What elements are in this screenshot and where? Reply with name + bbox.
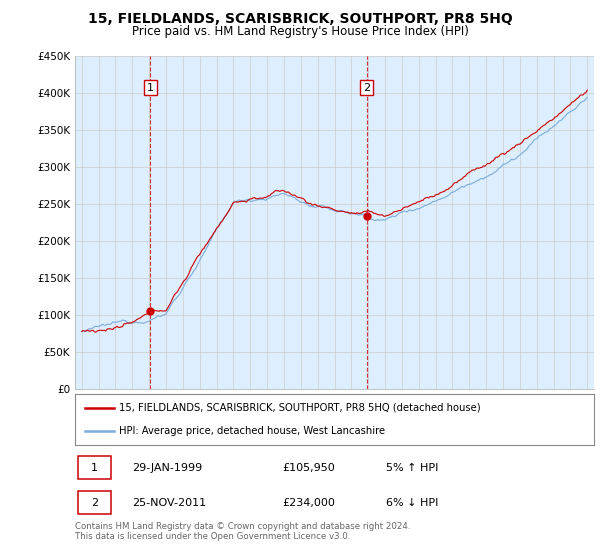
Text: HPI: Average price, detached house, West Lancashire: HPI: Average price, detached house, West… — [119, 426, 385, 436]
Text: Price paid vs. HM Land Registry's House Price Index (HPI): Price paid vs. HM Land Registry's House … — [131, 25, 469, 38]
FancyBboxPatch shape — [77, 491, 112, 514]
Text: 1: 1 — [91, 463, 98, 473]
Text: 1: 1 — [147, 83, 154, 92]
Text: 25-NOV-2011: 25-NOV-2011 — [132, 498, 206, 507]
Text: 6% ↓ HPI: 6% ↓ HPI — [386, 498, 439, 507]
Text: Contains HM Land Registry data © Crown copyright and database right 2024.
This d: Contains HM Land Registry data © Crown c… — [75, 522, 410, 542]
Text: 15, FIELDLANDS, SCARISBRICK, SOUTHPORT, PR8 5HQ: 15, FIELDLANDS, SCARISBRICK, SOUTHPORT, … — [88, 12, 512, 26]
Text: 2: 2 — [91, 498, 98, 507]
FancyBboxPatch shape — [77, 456, 112, 479]
Text: 15, FIELDLANDS, SCARISBRICK, SOUTHPORT, PR8 5HQ (detached house): 15, FIELDLANDS, SCARISBRICK, SOUTHPORT, … — [119, 403, 481, 413]
Text: 5% ↑ HPI: 5% ↑ HPI — [386, 463, 439, 473]
Text: 2: 2 — [363, 83, 370, 92]
Text: £105,950: £105,950 — [283, 463, 335, 473]
Text: £234,000: £234,000 — [283, 498, 335, 507]
Text: 29-JAN-1999: 29-JAN-1999 — [132, 463, 202, 473]
